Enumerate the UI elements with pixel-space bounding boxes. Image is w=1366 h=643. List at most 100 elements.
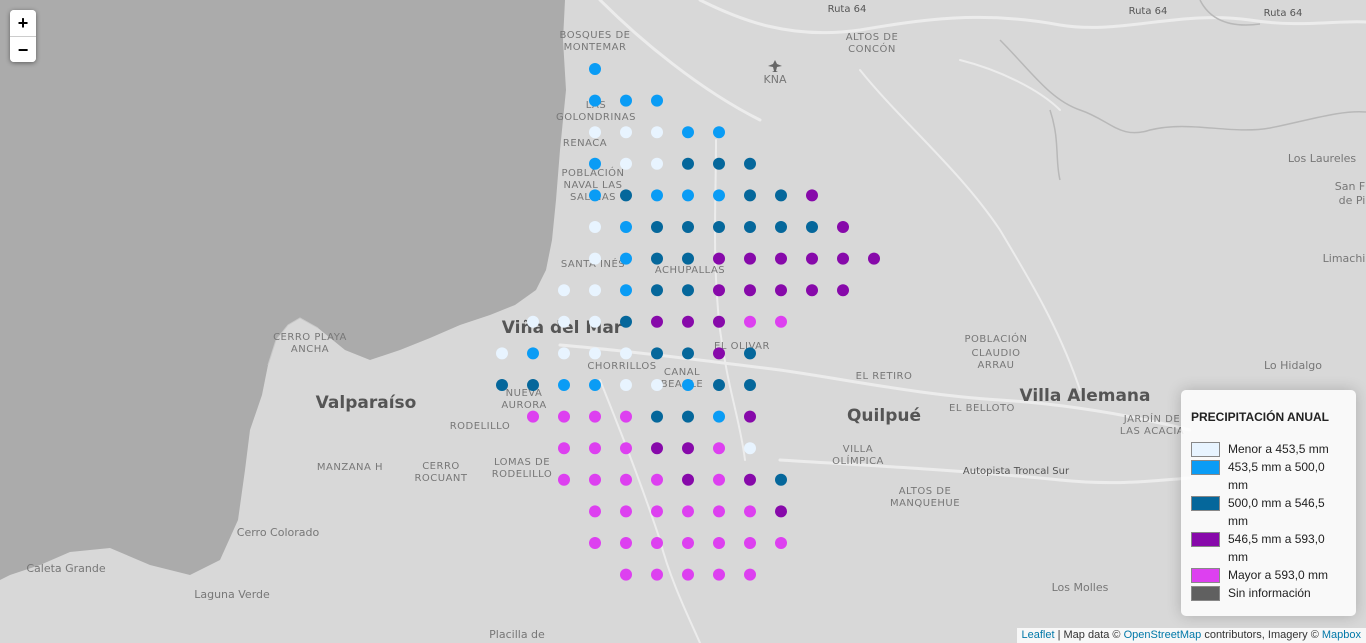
station-marker[interactable] (682, 537, 694, 549)
station-marker[interactable] (589, 94, 601, 107)
station-marker[interactable] (806, 252, 818, 265)
station-marker[interactable] (744, 505, 756, 518)
station-marker[interactable] (682, 157, 694, 170)
station-marker[interactable] (682, 221, 694, 233)
station-marker[interactable] (589, 379, 601, 391)
station-marker[interactable] (713, 537, 725, 549)
station-marker[interactable] (806, 189, 818, 202)
station-marker[interactable] (713, 157, 725, 170)
station-marker[interactable] (589, 284, 601, 297)
station-marker[interactable] (744, 189, 756, 202)
station-marker[interactable] (806, 284, 818, 297)
station-marker[interactable] (744, 410, 756, 423)
station-marker[interactable] (744, 442, 756, 455)
station-marker[interactable] (682, 252, 694, 265)
station-marker[interactable] (589, 189, 601, 202)
station-marker[interactable] (744, 537, 756, 549)
station-marker[interactable] (620, 347, 632, 360)
station-marker[interactable] (775, 315, 787, 328)
station-marker[interactable] (775, 505, 787, 518)
station-marker[interactable] (651, 568, 663, 581)
mapbox-link[interactable]: Mapbox (1321, 629, 1361, 641)
station-marker[interactable] (558, 410, 570, 423)
station-marker[interactable] (589, 252, 601, 265)
station-marker[interactable] (713, 473, 725, 486)
station-marker[interactable] (744, 315, 756, 328)
station-marker[interactable] (589, 63, 601, 75)
station-marker[interactable] (558, 442, 570, 455)
station-marker[interactable] (682, 379, 694, 391)
station-marker[interactable] (713, 568, 725, 581)
station-marker[interactable] (775, 189, 787, 202)
station-marker[interactable] (651, 505, 663, 518)
station-marker[interactable] (837, 252, 849, 265)
station-marker[interactable] (527, 347, 539, 360)
station-marker[interactable] (682, 315, 694, 328)
station-marker[interactable] (682, 189, 694, 202)
station-marker[interactable] (713, 347, 725, 360)
station-marker[interactable] (589, 473, 601, 486)
station-marker[interactable] (713, 442, 725, 455)
station-marker[interactable] (713, 315, 725, 328)
station-marker[interactable] (651, 157, 663, 170)
station-marker[interactable] (775, 252, 787, 265)
zoom-out-button[interactable]: − (10, 36, 36, 62)
station-marker[interactable] (589, 442, 601, 455)
station-marker[interactable] (589, 126, 601, 139)
station-marker[interactable] (496, 379, 508, 391)
station-marker[interactable] (682, 410, 694, 423)
station-marker[interactable] (713, 284, 725, 297)
station-marker[interactable] (620, 189, 632, 202)
station-marker[interactable] (713, 189, 725, 202)
station-marker[interactable] (558, 315, 570, 328)
station-marker[interactable] (620, 157, 632, 170)
station-marker[interactable] (527, 410, 539, 423)
openstreetmap-link[interactable]: OpenStreetMap (1123, 629, 1202, 641)
station-marker[interactable] (558, 347, 570, 360)
station-marker[interactable] (558, 473, 570, 486)
station-marker[interactable] (744, 347, 756, 360)
station-marker[interactable] (682, 505, 694, 518)
station-marker[interactable] (713, 126, 725, 139)
station-marker[interactable] (744, 252, 756, 265)
station-marker[interactable] (651, 379, 663, 391)
station-marker[interactable] (713, 410, 725, 423)
station-marker[interactable] (651, 126, 663, 139)
station-marker[interactable] (589, 537, 601, 549)
station-marker[interactable] (651, 473, 663, 486)
station-marker[interactable] (620, 126, 632, 139)
station-marker[interactable] (682, 284, 694, 297)
station-marker[interactable] (589, 347, 601, 360)
station-marker[interactable] (589, 410, 601, 423)
station-marker[interactable] (589, 157, 601, 170)
leaflet-link[interactable]: Leaflet (1021, 629, 1055, 641)
station-marker[interactable] (651, 537, 663, 549)
station-marker[interactable] (713, 252, 725, 265)
station-marker[interactable] (651, 252, 663, 265)
station-marker[interactable] (837, 221, 849, 233)
station-marker[interactable] (527, 315, 539, 328)
station-marker[interactable] (620, 221, 632, 233)
station-marker[interactable] (775, 221, 787, 233)
station-marker[interactable] (775, 473, 787, 486)
station-marker[interactable] (589, 505, 601, 518)
station-marker[interactable] (744, 284, 756, 297)
station-marker[interactable] (682, 347, 694, 360)
station-marker[interactable] (682, 473, 694, 486)
station-marker[interactable] (744, 473, 756, 486)
station-marker[interactable] (620, 442, 632, 455)
station-marker[interactable] (620, 94, 632, 107)
station-marker[interactable] (620, 315, 632, 328)
station-marker[interactable] (527, 379, 539, 391)
station-marker[interactable] (744, 221, 756, 233)
station-marker[interactable] (558, 284, 570, 297)
station-marker[interactable] (651, 347, 663, 360)
station-marker[interactable] (589, 221, 601, 233)
station-marker[interactable] (744, 157, 756, 170)
station-marker[interactable] (744, 568, 756, 581)
station-marker[interactable] (620, 379, 632, 391)
station-marker[interactable] (620, 537, 632, 549)
station-marker[interactable] (682, 568, 694, 581)
station-marker[interactable] (620, 505, 632, 518)
